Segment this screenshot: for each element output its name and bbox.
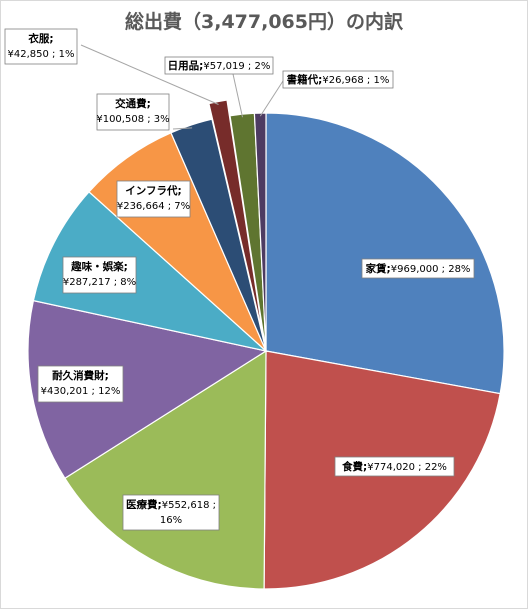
data-label-text: インフラ代; ¥236,664 ; 7% xyxy=(117,184,190,212)
data-label-box xyxy=(4,28,78,65)
pie-slice xyxy=(170,118,267,352)
data-label-text: 日用品;¥57,019 ; 2% xyxy=(168,60,271,72)
data-label-box xyxy=(361,258,475,279)
data-label: 日用品;¥57,019 ; 2% xyxy=(164,56,274,75)
leader-line xyxy=(259,80,284,117)
data-label: 耐久消費財; ¥430,201 ; 12% xyxy=(37,365,124,403)
data-label-box xyxy=(334,456,455,477)
data-label: 趣味・娯楽; ¥287,217 ; 8% xyxy=(62,256,137,294)
data-label-box xyxy=(96,93,170,131)
data-label-box xyxy=(122,494,220,531)
data-label-text: 書籍代;¥26,968 ; 1% xyxy=(287,73,390,86)
pie-slice xyxy=(32,191,269,353)
data-label: 衣服; ¥42,850 ; 1% xyxy=(4,28,78,65)
data-label-box xyxy=(116,180,191,218)
data-label-text: 衣服; ¥42,850 ; 1% xyxy=(8,32,75,60)
data-label-text: 家賃;¥969,000 ; 28% xyxy=(366,262,471,275)
data-label-box xyxy=(62,256,137,294)
data-label-text: 食費;¥774,020 ; 22% xyxy=(341,460,447,473)
data-label-text: 交通費; ¥100,508 ; 3% xyxy=(96,97,169,125)
data-label-box xyxy=(37,365,124,403)
leader-line xyxy=(80,44,219,105)
data-label: 食費;¥774,020 ; 22% xyxy=(334,456,455,477)
pie-slice xyxy=(265,112,505,395)
chart-title: 総出費（3,477,065円）の内訳 xyxy=(125,11,403,33)
data-label: 医療費;¥552,618 ; 16% xyxy=(122,494,220,531)
data-label: 書籍代;¥26,968 ; 1% xyxy=(282,70,394,89)
data-label: 家賃;¥969,000 ; 28% xyxy=(361,258,475,279)
pie-slice xyxy=(27,299,268,480)
data-label-text: 趣味・娯楽; ¥287,217 ; 8% xyxy=(63,260,136,288)
data-label-text: 耐久消費財; ¥430,201 ; 12% xyxy=(41,369,121,397)
leader-line xyxy=(232,73,243,118)
leader-line xyxy=(172,127,193,130)
data-label-text: 医療費;¥552,618 ; 16% xyxy=(126,498,216,526)
data-label: インフラ代; ¥236,664 ; 7% xyxy=(116,180,191,218)
pie-slice xyxy=(253,112,267,352)
data-label-box xyxy=(164,56,274,75)
pie-slice xyxy=(208,99,264,336)
data-label-box xyxy=(282,70,394,89)
data-label: 交通費; ¥100,508 ; 3% xyxy=(96,93,170,131)
